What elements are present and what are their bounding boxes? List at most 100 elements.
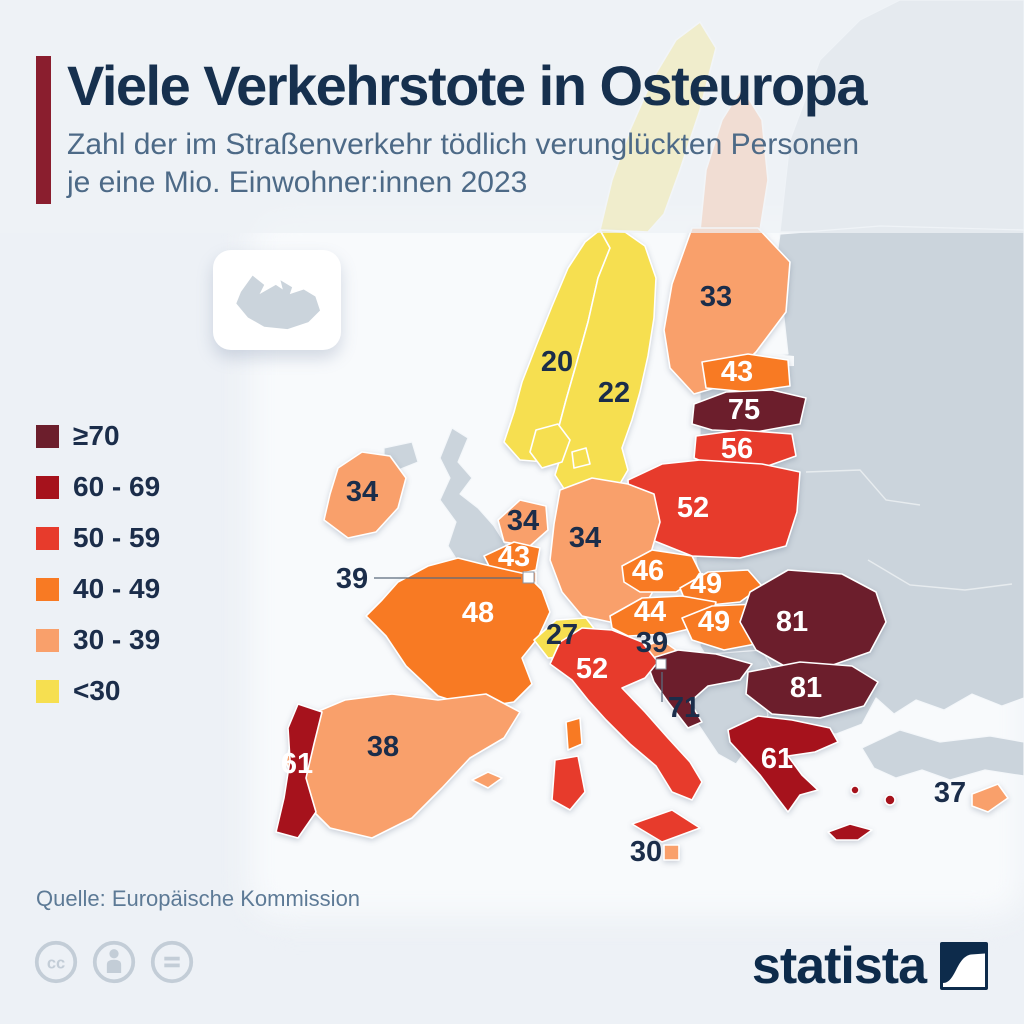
legend-swatch-rect [36,679,59,703]
country-slovenia-label: 39 [636,627,668,659]
country-germany-label: 34 [569,522,601,554]
legend-item-40-49: 40 - 49 [36,573,160,605]
country-bulgaria [745,661,879,719]
legend-item-30-39: 30 - 39 [36,624,160,656]
legend-swatch-rect [36,526,59,550]
region-turkey-nodata [861,729,1024,781]
country-sweden [554,229,657,506]
legend-item-lt30: <30 [36,675,160,707]
legend-swatch-rect [36,424,59,448]
page-subtitle: Zahl der im Straßenverkehr tödlich verun… [67,126,866,202]
header-text: Viele Verkehrstote in Osteuropa Zahl der… [67,54,868,204]
country-latvia [691,389,807,433]
legend-item-60-69: 60 - 69 [36,471,160,503]
country-slovakia-label: 49 [690,568,722,600]
page-title: Viele Verkehrstote in Osteuropa [67,54,868,117]
country-latvia-label: 75 [728,394,760,426]
legend-swatch-rect [36,475,59,499]
data-countries [275,227,1009,861]
country-greek-island-1 [850,785,860,795]
iceland-inset-map [236,275,321,330]
country-croatia-label: 71 [668,692,700,724]
statista-logo[interactable]: statista [752,936,988,996]
border-line-east-2 [867,559,1013,591]
country-denmark [529,423,571,469]
country-switzerland-label: 27 [546,619,578,651]
country-malta-swatch [663,844,680,861]
country-cyprus-label: 37 [934,777,966,809]
country-finland-label: 33 [700,281,732,313]
country-france-label: 48 [462,597,494,629]
accent-bar [36,56,51,204]
country-hungary-label: 49 [698,606,730,638]
country-ireland [323,451,407,539]
country-austria-label: 44 [634,596,666,628]
country-estonia-label: 43 [721,356,753,388]
country-sicily [631,809,701,843]
country-romania-label: 81 [776,606,808,638]
country-sardinia [551,755,586,811]
legend-label: 40 - 49 [73,573,161,604]
country-netherlands [497,499,549,547]
legend-swatch [36,475,59,499]
border-line-east-1 [805,469,921,506]
legend-swatch [36,577,59,601]
subtitle-line-1: Zahl der im Straßenverkehr tödlich verun… [67,128,860,161]
country-romania [739,569,887,669]
country-crete [827,823,873,841]
legend-label: 60 - 69 [73,471,161,502]
country-italy [549,627,703,801]
country-czechia-label: 46 [632,555,664,587]
nd-icon[interactable] [150,940,194,984]
callouts [374,571,667,702]
legend-swatch-rect [36,628,59,652]
legend-label: ≥70 [73,420,120,451]
country-netherlands-label: 34 [507,505,539,537]
source-note: Quelle: Europäische Kommission [36,886,361,911]
country-balearics [471,771,503,789]
legend-swatch-rect [36,577,59,601]
header-overlay [0,0,1024,233]
country-france [365,557,551,709]
country-ireland-label: 34 [346,476,378,508]
country-lithuania-label: 56 [721,433,753,465]
legend-label: 50 - 59 [73,522,161,553]
country-belgium-label: 43 [498,541,530,573]
country-luxembourg-label: 39 [336,563,368,595]
subtitle-line-2: je eine Mio. Einwohner:innen 2023 [67,166,528,199]
country-greek-island-2 [884,794,896,806]
legend-swatch [36,526,59,550]
statista-wordmark: statista [751,937,927,995]
country-cyprus [971,783,1009,813]
country-greece-label: 61 [761,743,793,775]
country-portugal-label: 61 [281,748,313,780]
callout-marker-luxembourg [522,571,535,584]
country-estonia [701,353,791,393]
cc-icon[interactable]: cc [34,940,78,984]
legend-swatch [36,424,59,448]
header: Viele Verkehrstote in Osteuropa Zahl der… [36,54,868,204]
country-croatia [645,649,753,729]
statista-logo-icon [940,942,988,990]
legend: ≥70 60 - 69 50 - 59 40 - 49 30 - 39 <30 [36,420,160,707]
license-icons: cc [34,940,194,984]
country-spain-label: 38 [367,731,399,763]
by-icon[interactable] [92,940,136,984]
legend-label: 30 - 39 [73,624,161,655]
svg-text:cc: cc [47,955,65,973]
country-denmark-island [571,447,591,469]
country-italy-label: 52 [576,653,608,685]
legend-label: <30 [73,675,121,706]
baltic-sea [634,350,694,498]
country-iceland-nodata [236,275,321,330]
legend-swatch [36,628,59,652]
legend-item-ge70: ≥70 [36,420,160,452]
legend-swatch [36,679,59,703]
country-value-labels: 20 22 33 43 75 56 52 34 34 43 39 34 48 2… [281,281,966,868]
country-bulgaria-label: 81 [790,672,822,704]
legend-item-50-59: 50 - 59 [36,522,160,554]
country-poland-label: 52 [677,492,709,524]
callout-marker-croatia [655,658,667,670]
